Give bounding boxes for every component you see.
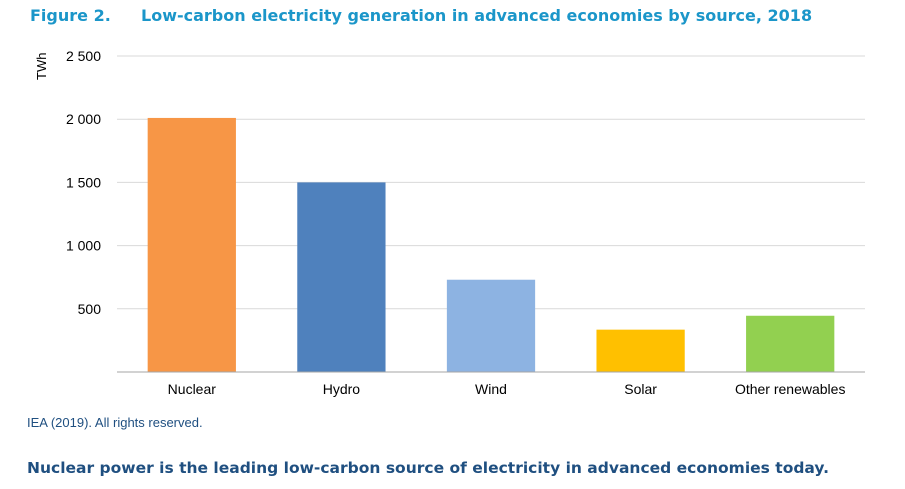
figure-caption: Nuclear power is the leading low-carbon … <box>27 459 829 477</box>
bar-other-renewables <box>746 315 835 372</box>
chart-title: Low-carbon electricity generation in adv… <box>141 6 813 25</box>
bar-solar <box>596 329 685 372</box>
y-tick-label: 2 500 <box>66 48 101 64</box>
x-tick-label: Other renewables <box>735 381 846 397</box>
x-tick-label: Nuclear <box>168 381 217 397</box>
figure-number: Figure 2. <box>30 6 111 25</box>
bar-nuclear <box>147 117 236 372</box>
y-tick-label: 2 000 <box>66 111 101 127</box>
y-tick-label: 500 <box>78 301 102 317</box>
x-tick-label: Wind <box>475 381 507 397</box>
y-tick-label: 1 000 <box>66 238 101 254</box>
x-tick-label: Hydro <box>323 381 361 397</box>
bar-chart: 500 1 000 1 500 2 000 2 500 Nuclear Hydro Wind S… <box>66 48 865 397</box>
bar-hydro <box>297 182 386 372</box>
x-tick-label: Solar <box>624 381 657 397</box>
y-tick-label: 1 500 <box>66 174 101 190</box>
source-note: IEA (2019). All rights reserved. <box>27 415 203 430</box>
bar-wind <box>446 279 536 372</box>
